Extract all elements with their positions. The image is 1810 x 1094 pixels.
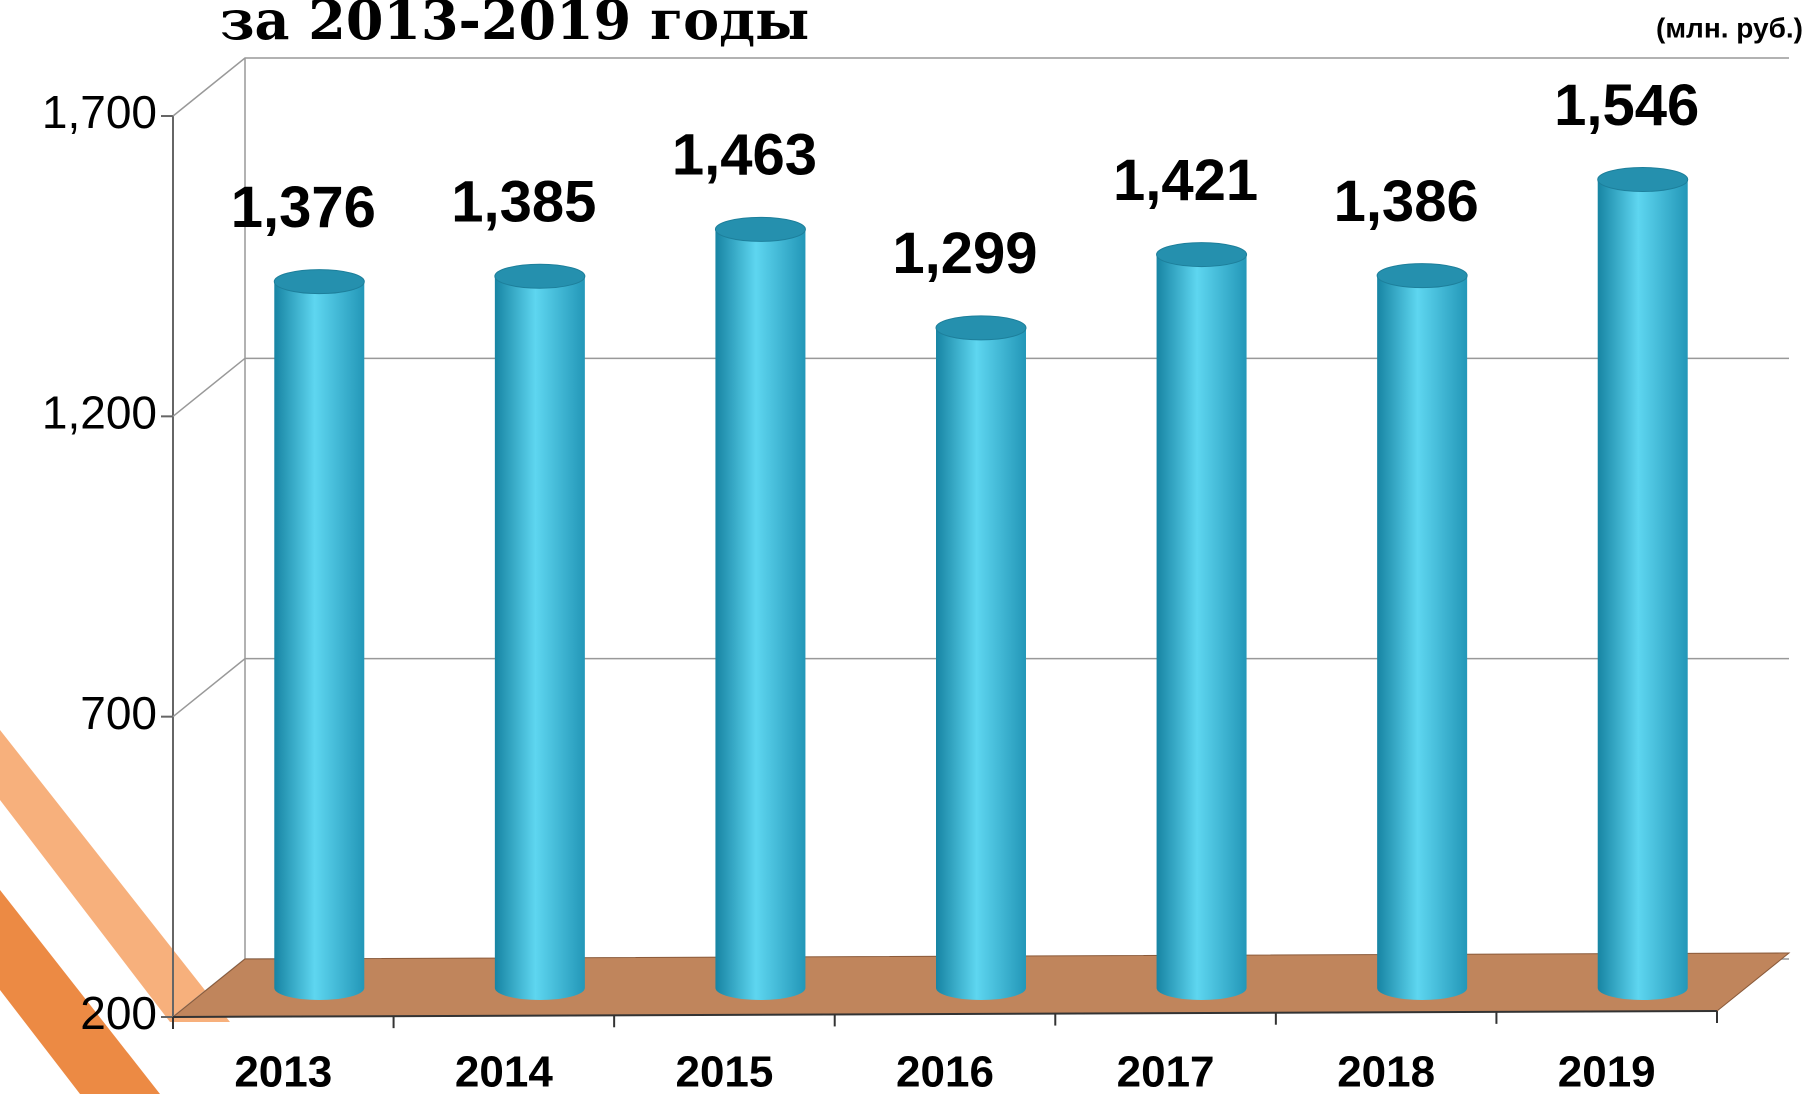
bar-top <box>494 263 586 289</box>
data-label: 1,463 <box>672 123 817 188</box>
bar-top <box>935 315 1027 341</box>
bar-top <box>1156 242 1248 268</box>
x-tick-label: 2019 <box>1558 1048 1656 1094</box>
data-label: 1,386 <box>1334 169 1479 234</box>
bar <box>1377 275 1468 1000</box>
data-label: 1,376 <box>231 175 376 240</box>
chart-title: за 2013-2019 годы <box>220 0 809 52</box>
grid-line <box>172 57 1789 117</box>
x-tick-label: 2016 <box>896 1048 994 1094</box>
unit-label: (млн. руб.) <box>1656 12 1803 43</box>
y-tick-label: 700 <box>80 687 157 739</box>
bar-top <box>714 216 806 242</box>
data-label: 1,421 <box>1113 148 1258 213</box>
axis-line <box>172 1010 1718 1018</box>
grid-line <box>172 657 1789 718</box>
data-label: 1,385 <box>451 170 596 235</box>
bar <box>274 281 365 1000</box>
bar <box>494 276 585 1000</box>
x-tick-label: 2013 <box>234 1048 332 1094</box>
bar-top <box>1376 263 1468 289</box>
bar-top <box>1597 167 1689 193</box>
y-tick-label: 1,700 <box>42 86 157 138</box>
bar <box>715 229 806 1000</box>
bar <box>1156 254 1247 1000</box>
x-tick-label: 2015 <box>675 1048 773 1094</box>
x-tick-label: 2014 <box>455 1048 553 1094</box>
decor-stripe <box>0 890 160 1094</box>
data-label: 1,546 <box>1554 73 1699 138</box>
bar <box>936 327 1026 1001</box>
grid-line <box>172 357 1789 417</box>
bar-top <box>273 269 365 295</box>
bar <box>1597 179 1688 1000</box>
y-tick-label: 200 <box>80 987 157 1039</box>
data-label: 1,299 <box>892 221 1037 286</box>
y-tick-label: 1,200 <box>42 386 157 438</box>
x-tick-label: 2017 <box>1117 1048 1215 1094</box>
x-tick-label: 2018 <box>1337 1048 1435 1094</box>
